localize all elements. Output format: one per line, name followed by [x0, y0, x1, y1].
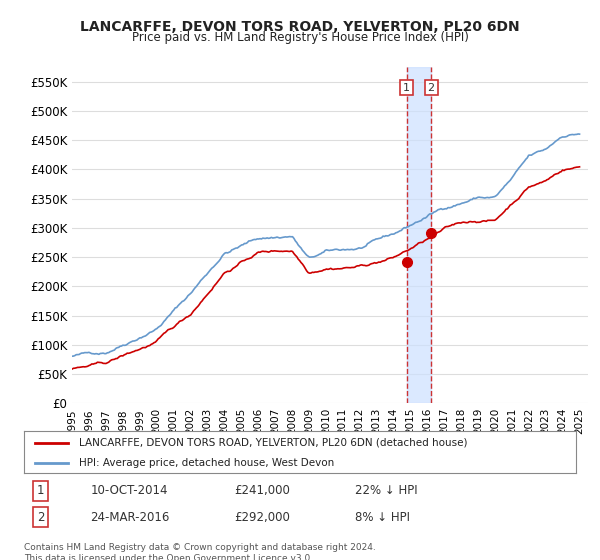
- Text: LANCARFFE, DEVON TORS ROAD, YELVERTON, PL20 6DN (detached house): LANCARFFE, DEVON TORS ROAD, YELVERTON, P…: [79, 438, 468, 448]
- Text: Contains HM Land Registry data © Crown copyright and database right 2024.
This d: Contains HM Land Registry data © Crown c…: [24, 543, 376, 560]
- Text: 1: 1: [403, 83, 410, 92]
- Text: LANCARFFE, DEVON TORS ROAD, YELVERTON, PL20 6DN: LANCARFFE, DEVON TORS ROAD, YELVERTON, P…: [80, 20, 520, 34]
- Text: 10-OCT-2014: 10-OCT-2014: [90, 484, 168, 497]
- Text: HPI: Average price, detached house, West Devon: HPI: Average price, detached house, West…: [79, 458, 334, 468]
- Text: 1: 1: [37, 484, 44, 497]
- Text: Price paid vs. HM Land Registry's House Price Index (HPI): Price paid vs. HM Land Registry's House …: [131, 31, 469, 44]
- Text: 2: 2: [428, 83, 435, 92]
- Text: £292,000: £292,000: [234, 511, 290, 524]
- Bar: [407, 67, 431, 403]
- Text: 24-MAR-2016: 24-MAR-2016: [90, 511, 170, 524]
- Text: 8% ↓ HPI: 8% ↓ HPI: [355, 511, 410, 524]
- Text: £241,000: £241,000: [234, 484, 290, 497]
- Text: 2: 2: [37, 511, 44, 524]
- Text: 22% ↓ HPI: 22% ↓ HPI: [355, 484, 418, 497]
